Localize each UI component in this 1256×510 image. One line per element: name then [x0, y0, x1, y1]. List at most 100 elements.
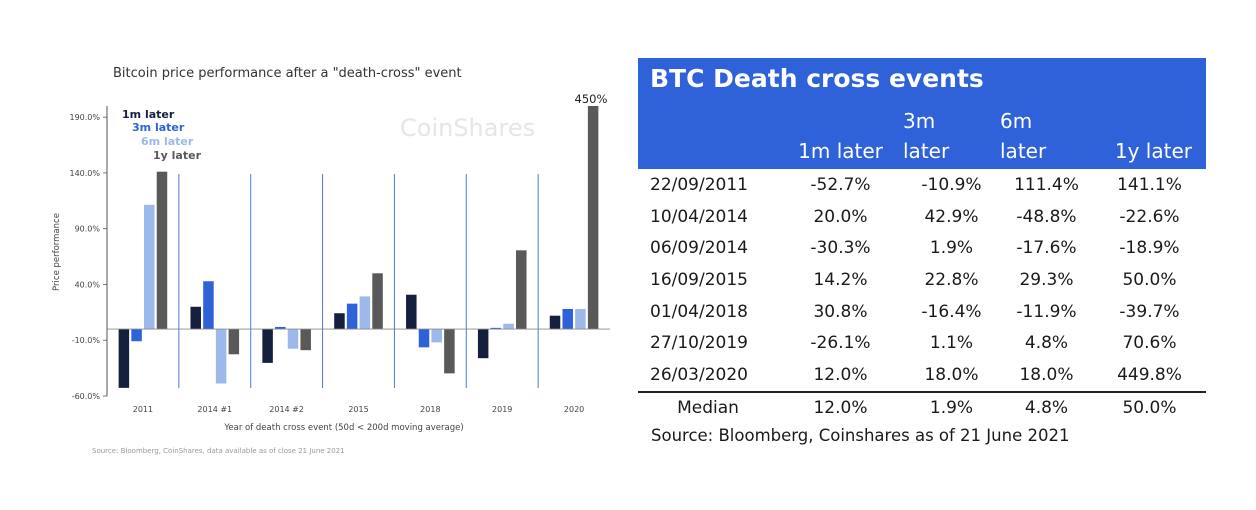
- row-cell: -39.7%: [1119, 301, 1180, 322]
- table-row: 26/03/2020 12.0% 18.0% 18.0% 449.8%: [638, 359, 1206, 392]
- bar-1m-later-2020: [549, 315, 561, 330]
- row-cell: 111.4%: [1014, 174, 1079, 195]
- header-1m: 1m later: [778, 100, 903, 169]
- bar-chart: Bitcoin price performance after a "death…: [52, 66, 610, 455]
- row-date: 26/03/2020: [650, 364, 748, 385]
- row-cell: 4.8%: [1024, 333, 1069, 354]
- bar-1y-later-2015: [372, 273, 383, 330]
- bar-1y-later-2020: [587, 106, 599, 330]
- median-6m: 4.8%: [1000, 390, 1093, 424]
- death-cross-table-panel: BTC Death cross events 1m later 3m later…: [638, 58, 1206, 424]
- row-cell: -22.6%: [1119, 206, 1180, 227]
- bar-6m-later-2018: [431, 329, 442, 343]
- row-cell: 449.8%: [1117, 364, 1182, 385]
- bar-6m-later-2019: [503, 323, 514, 330]
- legend-1m-later: 1m later: [122, 108, 175, 121]
- row-cell: -18.9%: [1119, 238, 1180, 259]
- bar-3m-later-2011: [131, 329, 142, 342]
- row-cell: 12.0%: [813, 364, 868, 385]
- row-cell: 22.8%: [924, 269, 979, 290]
- x-tick-label: 2014 #2: [269, 405, 304, 414]
- median-label: Median: [638, 390, 778, 424]
- bar-1m-later-2011: [118, 329, 130, 388]
- bar-6m-later-20142: [287, 329, 299, 349]
- row-date: 22/09/2011: [650, 174, 748, 195]
- median-3m: 1.9%: [903, 390, 1000, 424]
- x-axis-label: Year of death cross event (50d < 200d mo…: [223, 423, 463, 433]
- table-title: BTC Death cross events: [638, 58, 1206, 100]
- x-tick-label: 2018: [420, 405, 440, 414]
- x-tick-label: 2014 #1: [197, 405, 232, 414]
- y-tick-label: -60.0%: [72, 392, 101, 401]
- row-cell: -17.6%: [1016, 238, 1077, 259]
- bar-1y-later-20141: [228, 329, 240, 355]
- row-cell: 141.1%: [1117, 174, 1182, 195]
- row-cell: 30.8%: [813, 301, 868, 322]
- y-tick-label: 40.0%: [75, 280, 101, 289]
- median-row: Median 12.0% 1.9% 4.8% 50.0%: [638, 390, 1206, 424]
- bar-6m-later-2020: [575, 309, 586, 330]
- bar-1y-later-2018: [444, 329, 455, 374]
- x-tick-label: 2015: [348, 405, 368, 414]
- y-tick-label: 90.0%: [75, 225, 101, 234]
- header-6m: 6m later: [1000, 100, 1093, 169]
- table-row: 27/10/2019 -26.1% 1.1% 4.8% 70.6%: [638, 327, 1206, 359]
- bar-6m-later-20141: [215, 329, 227, 384]
- y-axis-label: Price performance: [52, 213, 62, 291]
- table-source: Source: Bloomberg, Coinshares as of 21 J…: [651, 426, 1070, 445]
- bar-1m-later-20141: [190, 306, 201, 330]
- row-cell: -30.3%: [810, 238, 871, 259]
- y-tick-label: 140.0%: [69, 169, 100, 178]
- bar-1y-later-2019: [516, 250, 527, 330]
- row-date: 10/04/2014: [650, 206, 748, 227]
- bar-3m-later-2015: [346, 303, 358, 330]
- row-cell: -10.9%: [921, 174, 982, 195]
- chart-title: Bitcoin price performance after a "death…: [113, 66, 462, 81]
- row-cell: -48.8%: [1016, 206, 1077, 227]
- table-header-row: 1m later 3m later 6m later 1y later: [638, 100, 1206, 169]
- row-cell: 20.0%: [813, 206, 868, 227]
- bar-3m-later-2020: [562, 309, 573, 330]
- row-cell: 70.6%: [1122, 333, 1177, 354]
- header-1y: 1y later: [1093, 100, 1206, 169]
- row-cell: 18.0%: [924, 364, 979, 385]
- header-3m: 3m later: [903, 100, 1000, 169]
- row-date: 01/04/2018: [650, 301, 748, 322]
- bar-1y-later-20142: [300, 329, 311, 351]
- death-cross-table: 1m later 3m later 6m later 1y later 22/0…: [638, 100, 1206, 424]
- bar-1m-later-2019: [477, 329, 489, 359]
- bar-3m-later-2019: [490, 327, 502, 330]
- y-tick-label: 190.0%: [69, 113, 100, 122]
- bar-1m-later-2015: [334, 313, 345, 330]
- table-body: 22/09/2011 -52.7% -10.9% 111.4% 141.1% 10/04/…: [638, 169, 1206, 392]
- bar-3m-later-20141: [203, 281, 214, 330]
- bars-group: [118, 106, 599, 388]
- x-tick-label: 2020: [564, 405, 584, 414]
- median-1m: 12.0%: [778, 390, 903, 424]
- axes-group: 2011 2014 #1 2014 #2 2015 2018 2019 2020 -60.0%…: [69, 106, 610, 414]
- row-cell: 42.9%: [924, 206, 979, 227]
- row-date: 16/09/2015: [650, 269, 748, 290]
- header-date: [638, 100, 778, 169]
- median-1y: 50.0%: [1093, 390, 1206, 424]
- legend-3m-later: 3m later: [132, 121, 185, 134]
- table-row: 16/09/2015 14.2% 22.8% 29.3% 50.0%: [638, 264, 1206, 296]
- row-date: 27/10/2019: [650, 333, 748, 354]
- bar-1y-later-2011: [156, 171, 168, 330]
- table-row: 01/04/2018 30.8% -16.4% -11.9% -39.7%: [638, 296, 1206, 328]
- y-tick-label: -10.0%: [72, 336, 101, 345]
- bar-1m-later-20142: [262, 329, 273, 363]
- row-date: 06/09/2014: [650, 238, 748, 259]
- row-cell: 29.3%: [1019, 269, 1074, 290]
- row-cell: -26.1%: [810, 333, 871, 354]
- table-row: 10/04/2014 20.0% 42.9% -48.8% -22.6%: [638, 201, 1206, 233]
- row-cell: -52.7%: [810, 174, 871, 195]
- row-cell: 50.0%: [1122, 269, 1177, 290]
- source-note: Source: Bloomberg, CoinShares, data avai…: [92, 447, 345, 455]
- row-cell: -11.9%: [1016, 301, 1077, 322]
- legend-1y-later: 1y later: [153, 149, 202, 162]
- row-cell: -16.4%: [921, 301, 982, 322]
- bar-1m-later-2018: [406, 294, 417, 330]
- watermark-coinshares: CoinShares: [400, 114, 535, 142]
- bar-6m-later-2011: [144, 204, 155, 330]
